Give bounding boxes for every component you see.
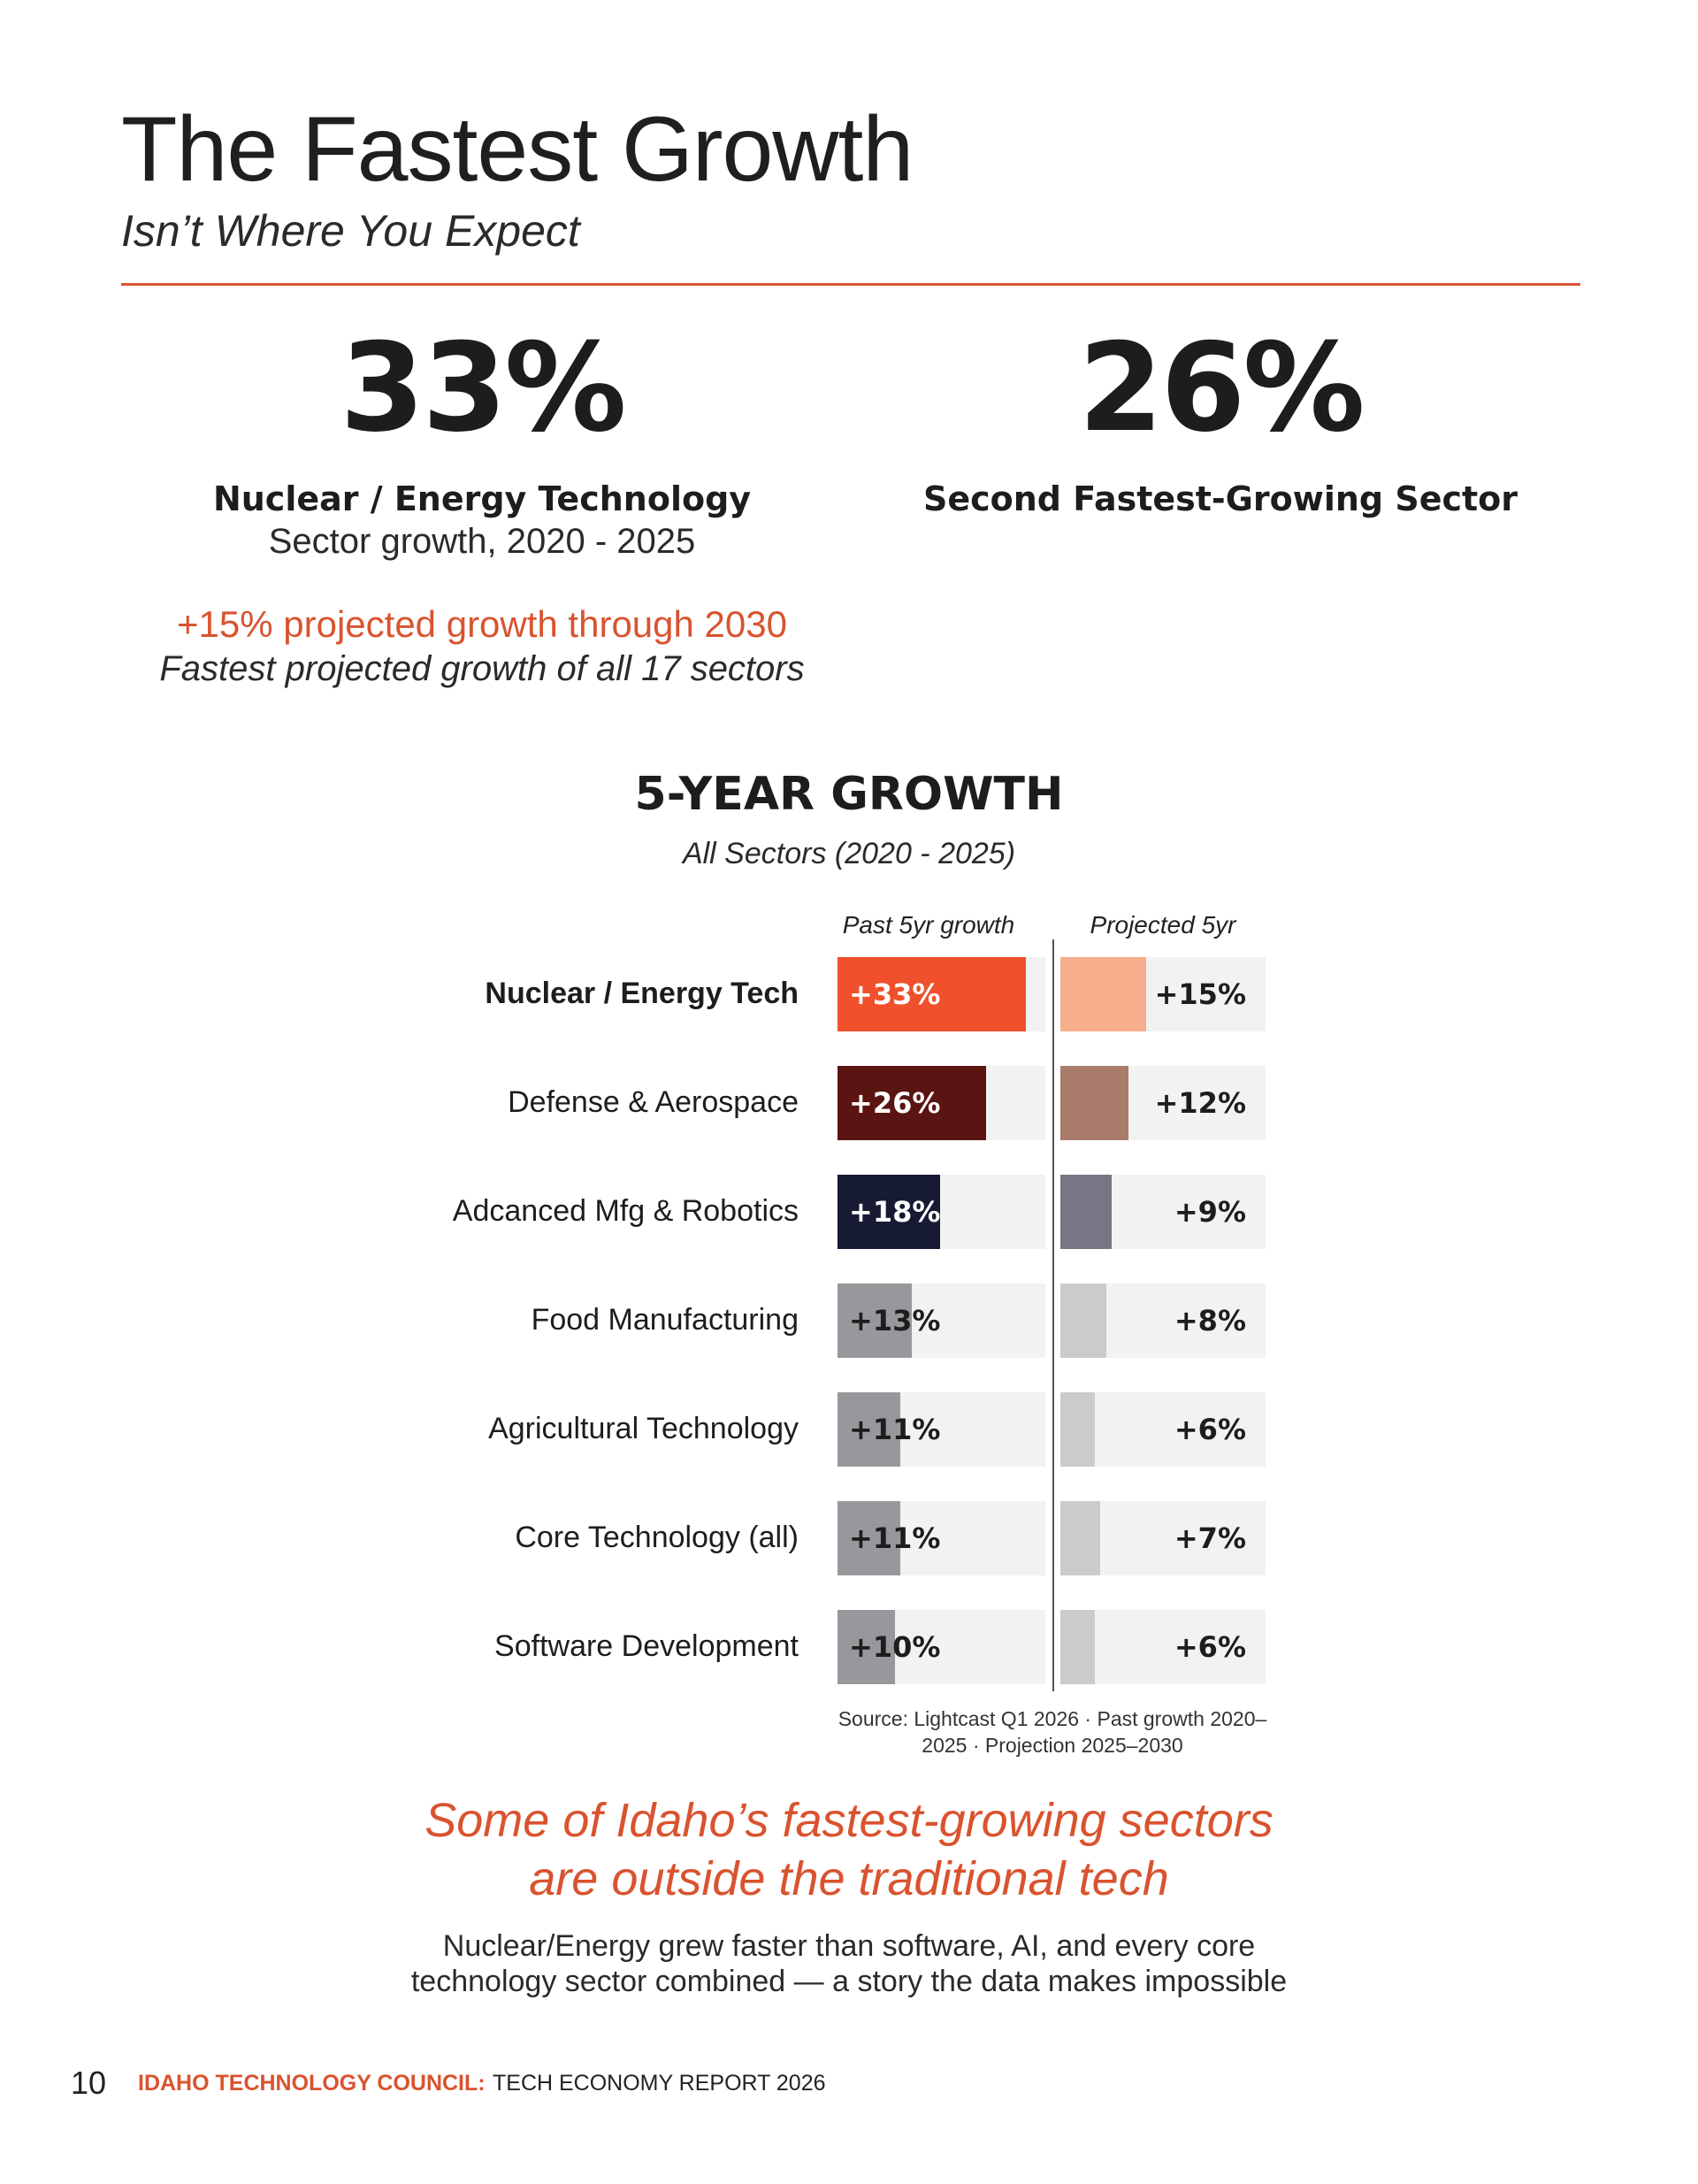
- past-growth-bar: [838, 957, 1026, 1031]
- past-growth-track: +13%: [838, 1284, 1045, 1358]
- projected-growth-bar: [1060, 1066, 1129, 1140]
- callout-headline: Some of Idaho’s fastest-growing sectors …: [318, 1791, 1380, 1908]
- category-label: Adcanced Mfg & Robotics: [452, 1194, 799, 1228]
- past-growth-bar: [838, 1392, 900, 1467]
- chart-source: Source: Lightcast Q1 2026 · Past growth …: [838, 1707, 1267, 1757]
- projected-growth-track: +15%: [1060, 957, 1266, 1031]
- projected-growth-track: +9%: [1060, 1175, 1266, 1249]
- category-label: Nuclear / Energy Tech: [485, 977, 799, 1010]
- past-growth-value: +11%: [849, 1413, 941, 1446]
- page-title: The Fastest Growth: [121, 98, 914, 201]
- callout-body: Nuclear/Energy grew faster than software…: [318, 1928, 1380, 1999]
- category-label: Defense & Aerospace: [508, 1085, 799, 1119]
- past-growth-value: +10%: [849, 1630, 941, 1664]
- category-label: Core Technology (all): [515, 1521, 799, 1554]
- past-growth-value: +33%: [849, 977, 941, 1011]
- stat-left-label: Nuclear / Energy Technology: [212, 479, 752, 518]
- projected-growth-track: +12%: [1060, 1066, 1266, 1140]
- past-growth-track: +10%: [838, 1610, 1045, 1684]
- callout-headline-line-2: are outside the traditional tech: [529, 1852, 1169, 1905]
- chart-column-header-projected: Projected 5yr: [1090, 911, 1236, 939]
- stat-left-note: Fastest projected growth of all 17 secto…: [159, 649, 805, 688]
- past-growth-bar: [838, 1610, 895, 1684]
- projected-growth-bar: [1060, 1501, 1101, 1575]
- past-growth-bar: [838, 1501, 900, 1575]
- past-growth-value: +13%: [849, 1304, 941, 1337]
- page-subtitle: Isn’t Where You Expect: [121, 206, 580, 256]
- past-growth-bar: [838, 1175, 941, 1249]
- projected-growth-value: +6%: [1174, 1413, 1246, 1446]
- projected-growth-track: +6%: [1060, 1610, 1266, 1684]
- callout-body-line-2: technology sector combined — a story the…: [410, 1965, 1288, 1998]
- projected-growth-bar: [1060, 1284, 1106, 1358]
- stat-left-projection: +15% projected growth through 2030: [177, 603, 787, 645]
- past-growth-bar: [838, 1284, 912, 1358]
- chart-column-header-past: Past 5yr growth: [842, 911, 1015, 939]
- callout-body-line-1: Nuclear/Energy grew faster than software…: [442, 1929, 1256, 1963]
- projected-growth-value: +8%: [1174, 1304, 1246, 1337]
- projected-growth-track: +7%: [1060, 1501, 1266, 1575]
- projected-growth-track: +8%: [1060, 1284, 1266, 1358]
- projected-growth-bar: [1060, 1610, 1095, 1684]
- projected-growth-value: +6%: [1174, 1630, 1246, 1664]
- past-growth-track: +11%: [838, 1392, 1045, 1467]
- projected-growth-bar: [1060, 1175, 1113, 1249]
- past-growth-value: +26%: [849, 1086, 941, 1120]
- past-growth-track: +26%: [838, 1066, 1045, 1140]
- stat-right-value: 26%: [1078, 317, 1365, 459]
- past-growth-track: +11%: [838, 1501, 1045, 1575]
- chart-subtitle: All Sectors (2020 - 2025): [682, 837, 1016, 870]
- projected-growth-bar: [1060, 1392, 1095, 1467]
- callout-headline-line-1: Some of Idaho’s fastest-growing sectors: [424, 1794, 1274, 1847]
- past-growth-track: +18%: [838, 1175, 1045, 1249]
- category-label: Software Development: [494, 1629, 799, 1663]
- stat-left-value: 33%: [340, 317, 626, 459]
- footer-report-title: TECH ECONOMY REPORT 2026: [493, 2071, 826, 2096]
- past-growth-track: +33%: [838, 957, 1045, 1031]
- category-label: Agricultural Technology: [488, 1412, 799, 1445]
- projected-growth-value: +9%: [1174, 1195, 1246, 1229]
- projected-growth-track: +6%: [1060, 1392, 1266, 1467]
- projected-growth-value: +12%: [1154, 1086, 1246, 1120]
- past-growth-value: +18%: [849, 1195, 941, 1229]
- header-divider: [121, 283, 1580, 286]
- footer-org: IDAHO TECHNOLOGY COUNCIL:: [138, 2071, 486, 2096]
- category-label: Food Manufacturing: [531, 1303, 799, 1337]
- past-growth-bar: [838, 1066, 986, 1140]
- chart-title: 5-YEAR GROWTH: [634, 768, 1064, 821]
- projected-growth-value: +7%: [1174, 1521, 1246, 1555]
- page-number: 10: [71, 2065, 107, 2101]
- stat-left-sublabel: Sector growth, 2020 - 2025: [268, 522, 696, 561]
- projected-growth-bar: [1060, 957, 1146, 1031]
- stat-right-label: Second Fastest-Growing Sector: [922, 479, 1518, 518]
- chart-divider: [1052, 939, 1054, 1691]
- past-growth-value: +11%: [849, 1521, 941, 1555]
- projected-growth-value: +15%: [1154, 977, 1246, 1011]
